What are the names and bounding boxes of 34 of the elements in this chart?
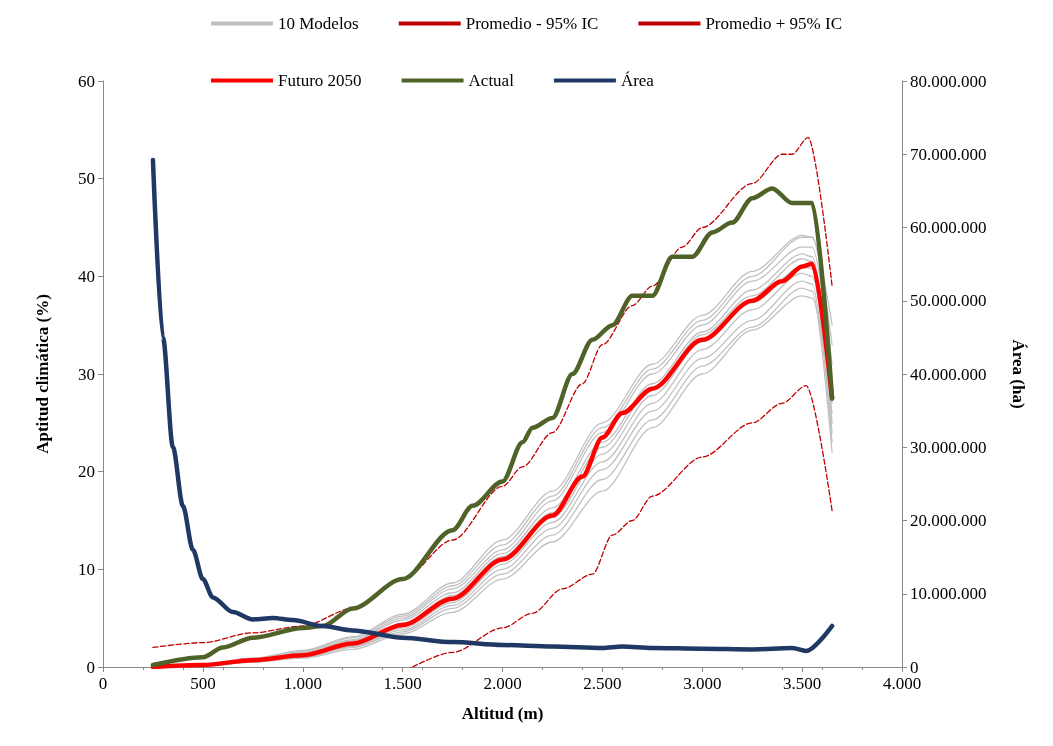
- y2-tick-label: 80.000.000: [910, 71, 987, 91]
- legend-label: Futuro 2050: [277, 71, 362, 90]
- y2-tick-label: 10.000.000: [910, 584, 987, 604]
- y-axis-title: Aptitud climática (%): [33, 294, 52, 454]
- legend-label: Promedio - 95% IC: [465, 14, 599, 33]
- x-tick-label: 3.000: [683, 674, 722, 693]
- y2-tick-label: 30.000.000: [910, 437, 987, 457]
- y2-tick-label: 60.000.000: [910, 218, 987, 237]
- y-tick-label: 30: [78, 364, 95, 384]
- x-tick-label: 2.000: [483, 674, 522, 693]
- y2-tick-label: 20.000.000: [910, 511, 987, 530]
- x-axis-title: Altitud (m): [461, 704, 544, 723]
- y2-tick-label: 50.000.000: [910, 291, 987, 311]
- y2-tick-label: 40.000.000: [910, 364, 987, 384]
- x-tick-label: 0: [98, 674, 108, 693]
- y2-tick-label: 70.000.000: [910, 144, 987, 164]
- y2-tick-label: 0: [910, 657, 919, 677]
- legend-label: Promedio + 95% IC: [705, 14, 843, 33]
- y-tick-label: 40: [78, 266, 95, 286]
- y-tick-label: 60: [78, 71, 95, 91]
- x-tick-label: 500: [190, 674, 216, 693]
- y-tick-label: 10: [78, 559, 95, 579]
- legend-label: 10 Modelos: [277, 14, 359, 33]
- legend-label: Área: [620, 71, 655, 90]
- x-tick-label: 1.000: [283, 674, 322, 693]
- y-tick-label: 0: [86, 657, 95, 677]
- y-tick-label: 20: [78, 462, 95, 482]
- y-tick-label: 50: [78, 169, 95, 189]
- x-tick-label: 4.000: [882, 674, 922, 693]
- x-tick-label: 1.500: [383, 674, 422, 693]
- y2-axis-title: Área (ha): [1009, 339, 1028, 409]
- legend-label: Actual: [468, 71, 515, 90]
- x-tick-label: 2.500: [583, 674, 622, 693]
- x-tick-label: 3.500: [783, 674, 822, 693]
